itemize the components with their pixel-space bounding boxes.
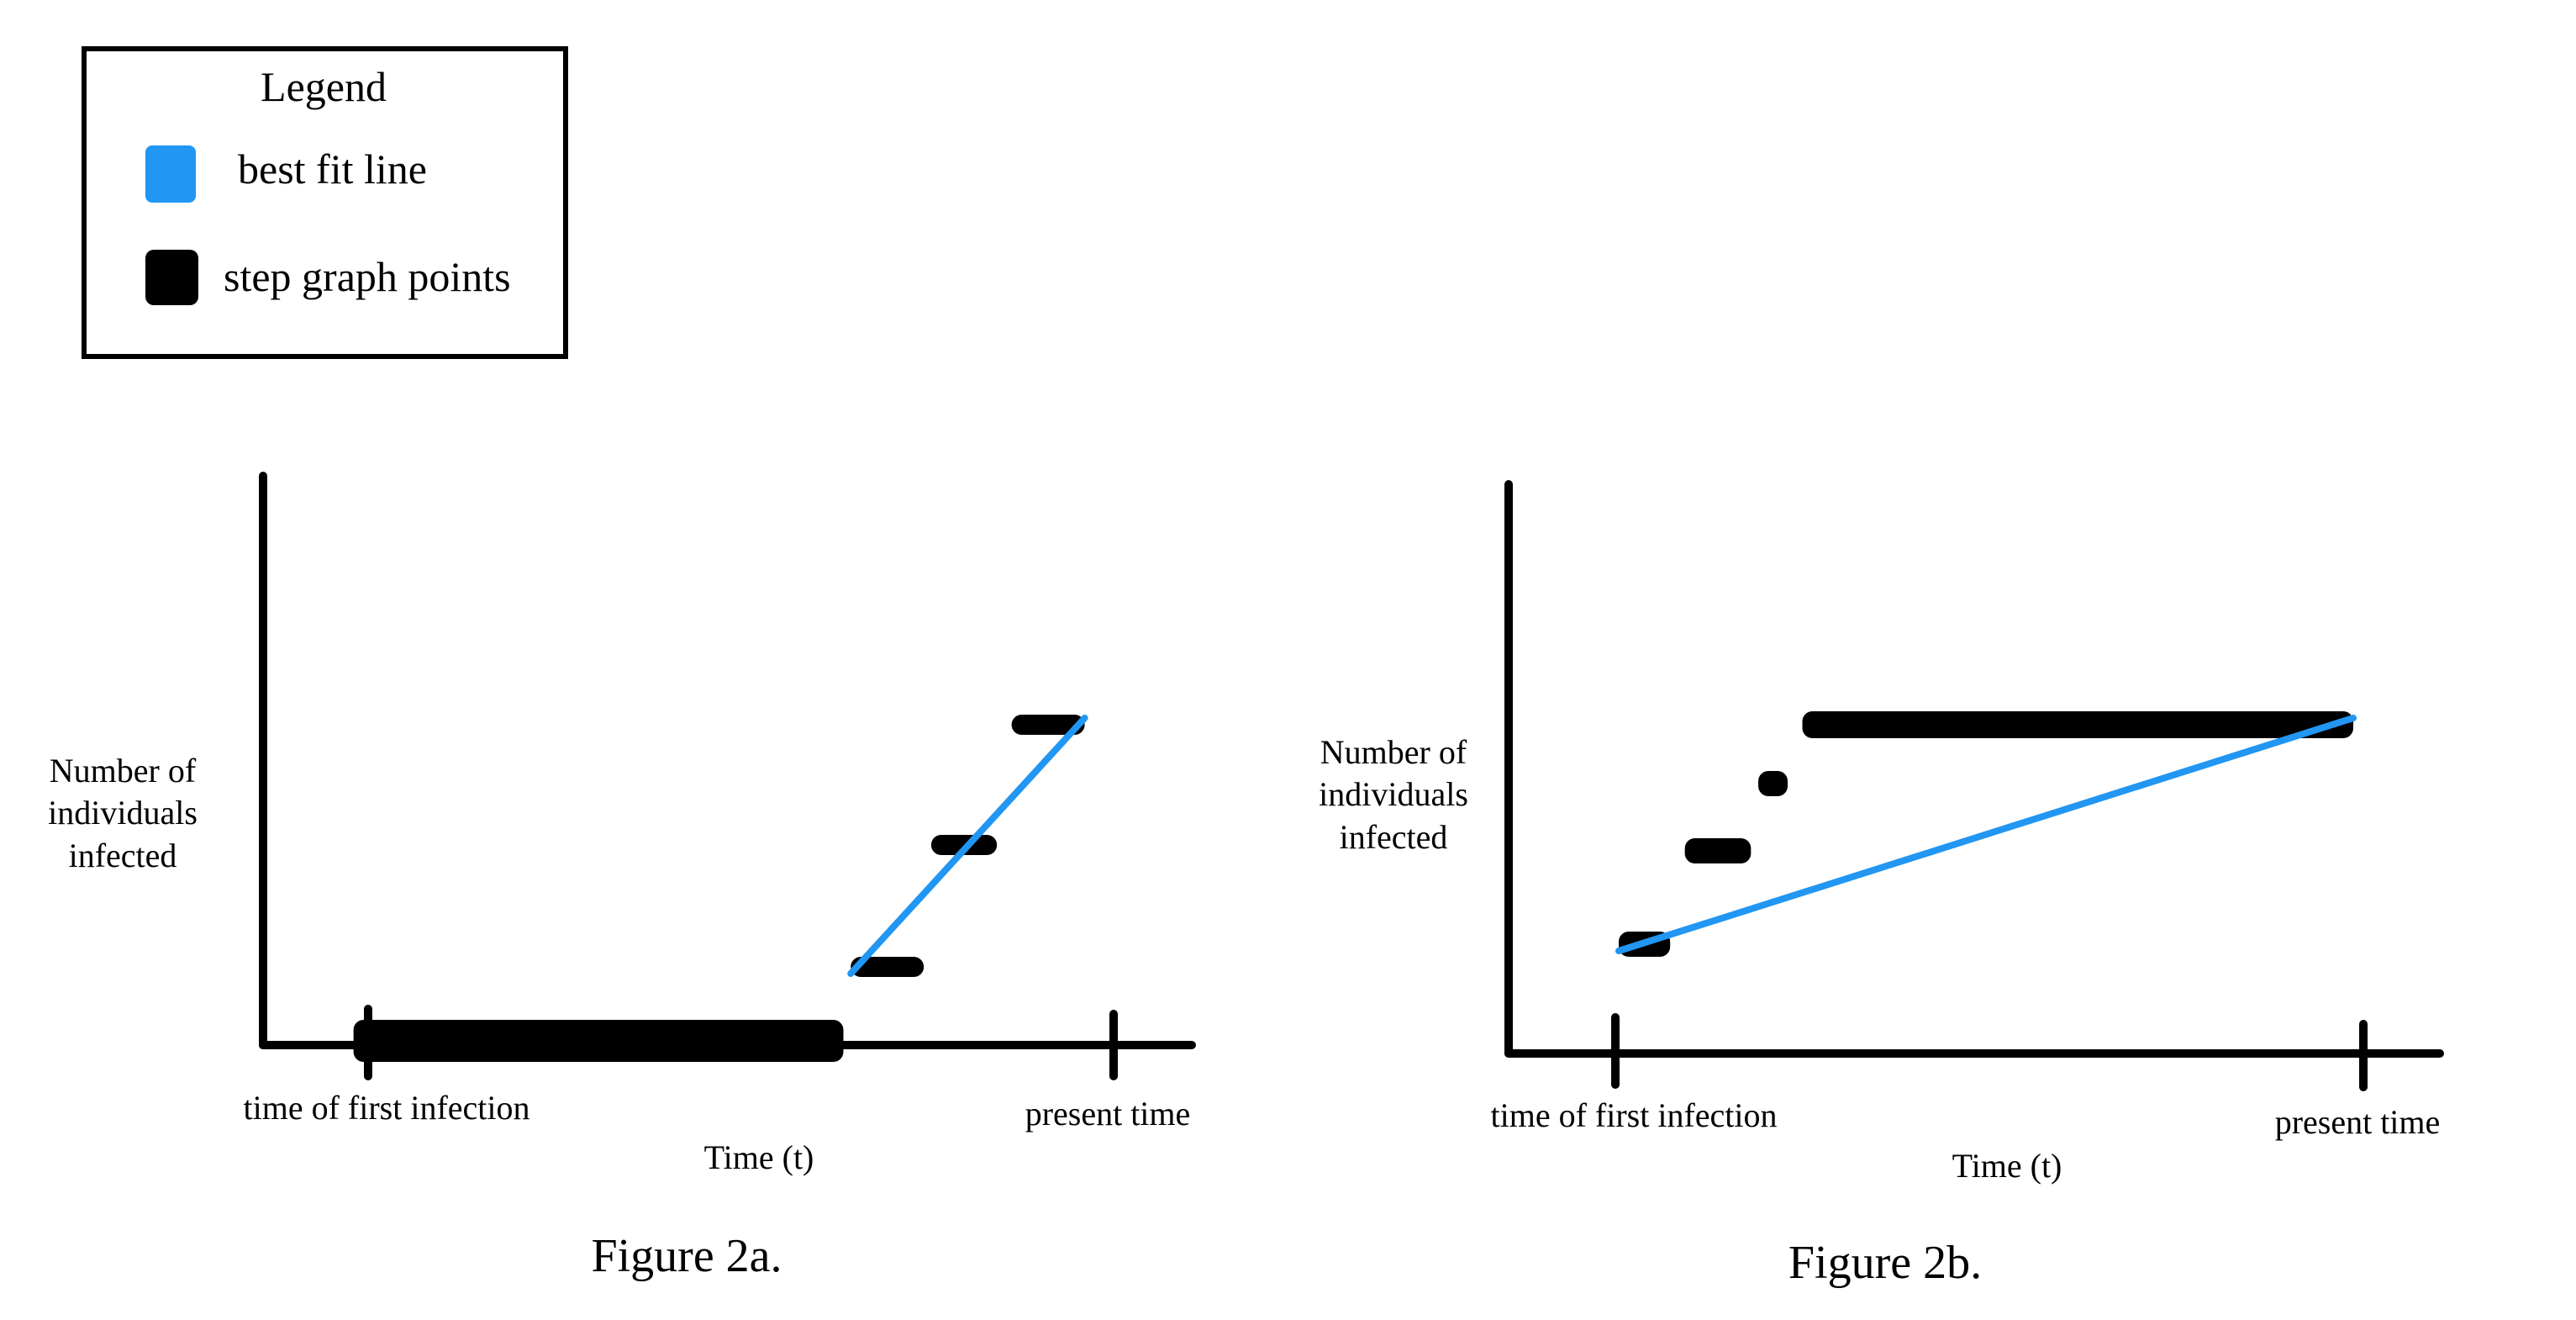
figure-2b-plot — [1615, 711, 2357, 957]
figure-2a-ylabel-line-3: infected — [69, 837, 177, 874]
figure-2b: Number of individuals infected time of f… — [1319, 480, 2444, 1289]
figure-2b-tick-label-first-infection: time of first infection — [1490, 1096, 1777, 1134]
figure-2a-plot — [353, 715, 1088, 1062]
figure-2b-caption: Figure 2b. — [1788, 1237, 1982, 1289]
legend-swatch-best-fit — [145, 145, 196, 203]
figure-2a-step-2 — [851, 957, 925, 977]
figure-2a-ylabel-line-2: individuals — [48, 794, 198, 832]
legend-box — [82, 46, 568, 359]
figure-2b-step-2 — [1684, 838, 1752, 863]
figure-2a-xlabel: Time (t) — [704, 1138, 814, 1176]
figure-2a-best-fit-line — [847, 715, 1088, 977]
figure-2b-ylabel-line-2: individuals — [1319, 775, 1468, 813]
figure-2a-step-4 — [1011, 715, 1085, 735]
figure-2a-ylabel-line-1: Number of — [50, 752, 197, 789]
figure-2a-tick-label-first-infection: time of first infection — [243, 1089, 529, 1127]
figure-2b-xlabel: Time (t) — [1952, 1147, 2062, 1185]
figure-2b-step-3 — [1758, 771, 1788, 796]
figure-2b-step-4 — [1802, 711, 2353, 738]
legend-label-step-points: step graph points — [224, 253, 511, 300]
figure-2b-best-fit-line — [1615, 715, 2357, 954]
legend-swatch-step-points — [145, 250, 198, 305]
figure-2b-ylabel-line-1: Number of — [1320, 733, 1467, 771]
figure-2a-tick-label-present: present time — [1025, 1095, 1191, 1133]
legend-title: Legend — [261, 63, 387, 110]
legend: Legend best fit line step graph points — [82, 46, 568, 359]
figure-2a-caption: Figure 2a. — [591, 1230, 782, 1282]
figure-2b-tick-label-present: present time — [2275, 1103, 2441, 1141]
figure-2b-ylabel-line-3: infected — [1340, 818, 1448, 856]
figure-2a: Number of individuals infected time of f… — [48, 472, 1196, 1282]
legend-label-best-fit: best fit line — [238, 145, 427, 193]
